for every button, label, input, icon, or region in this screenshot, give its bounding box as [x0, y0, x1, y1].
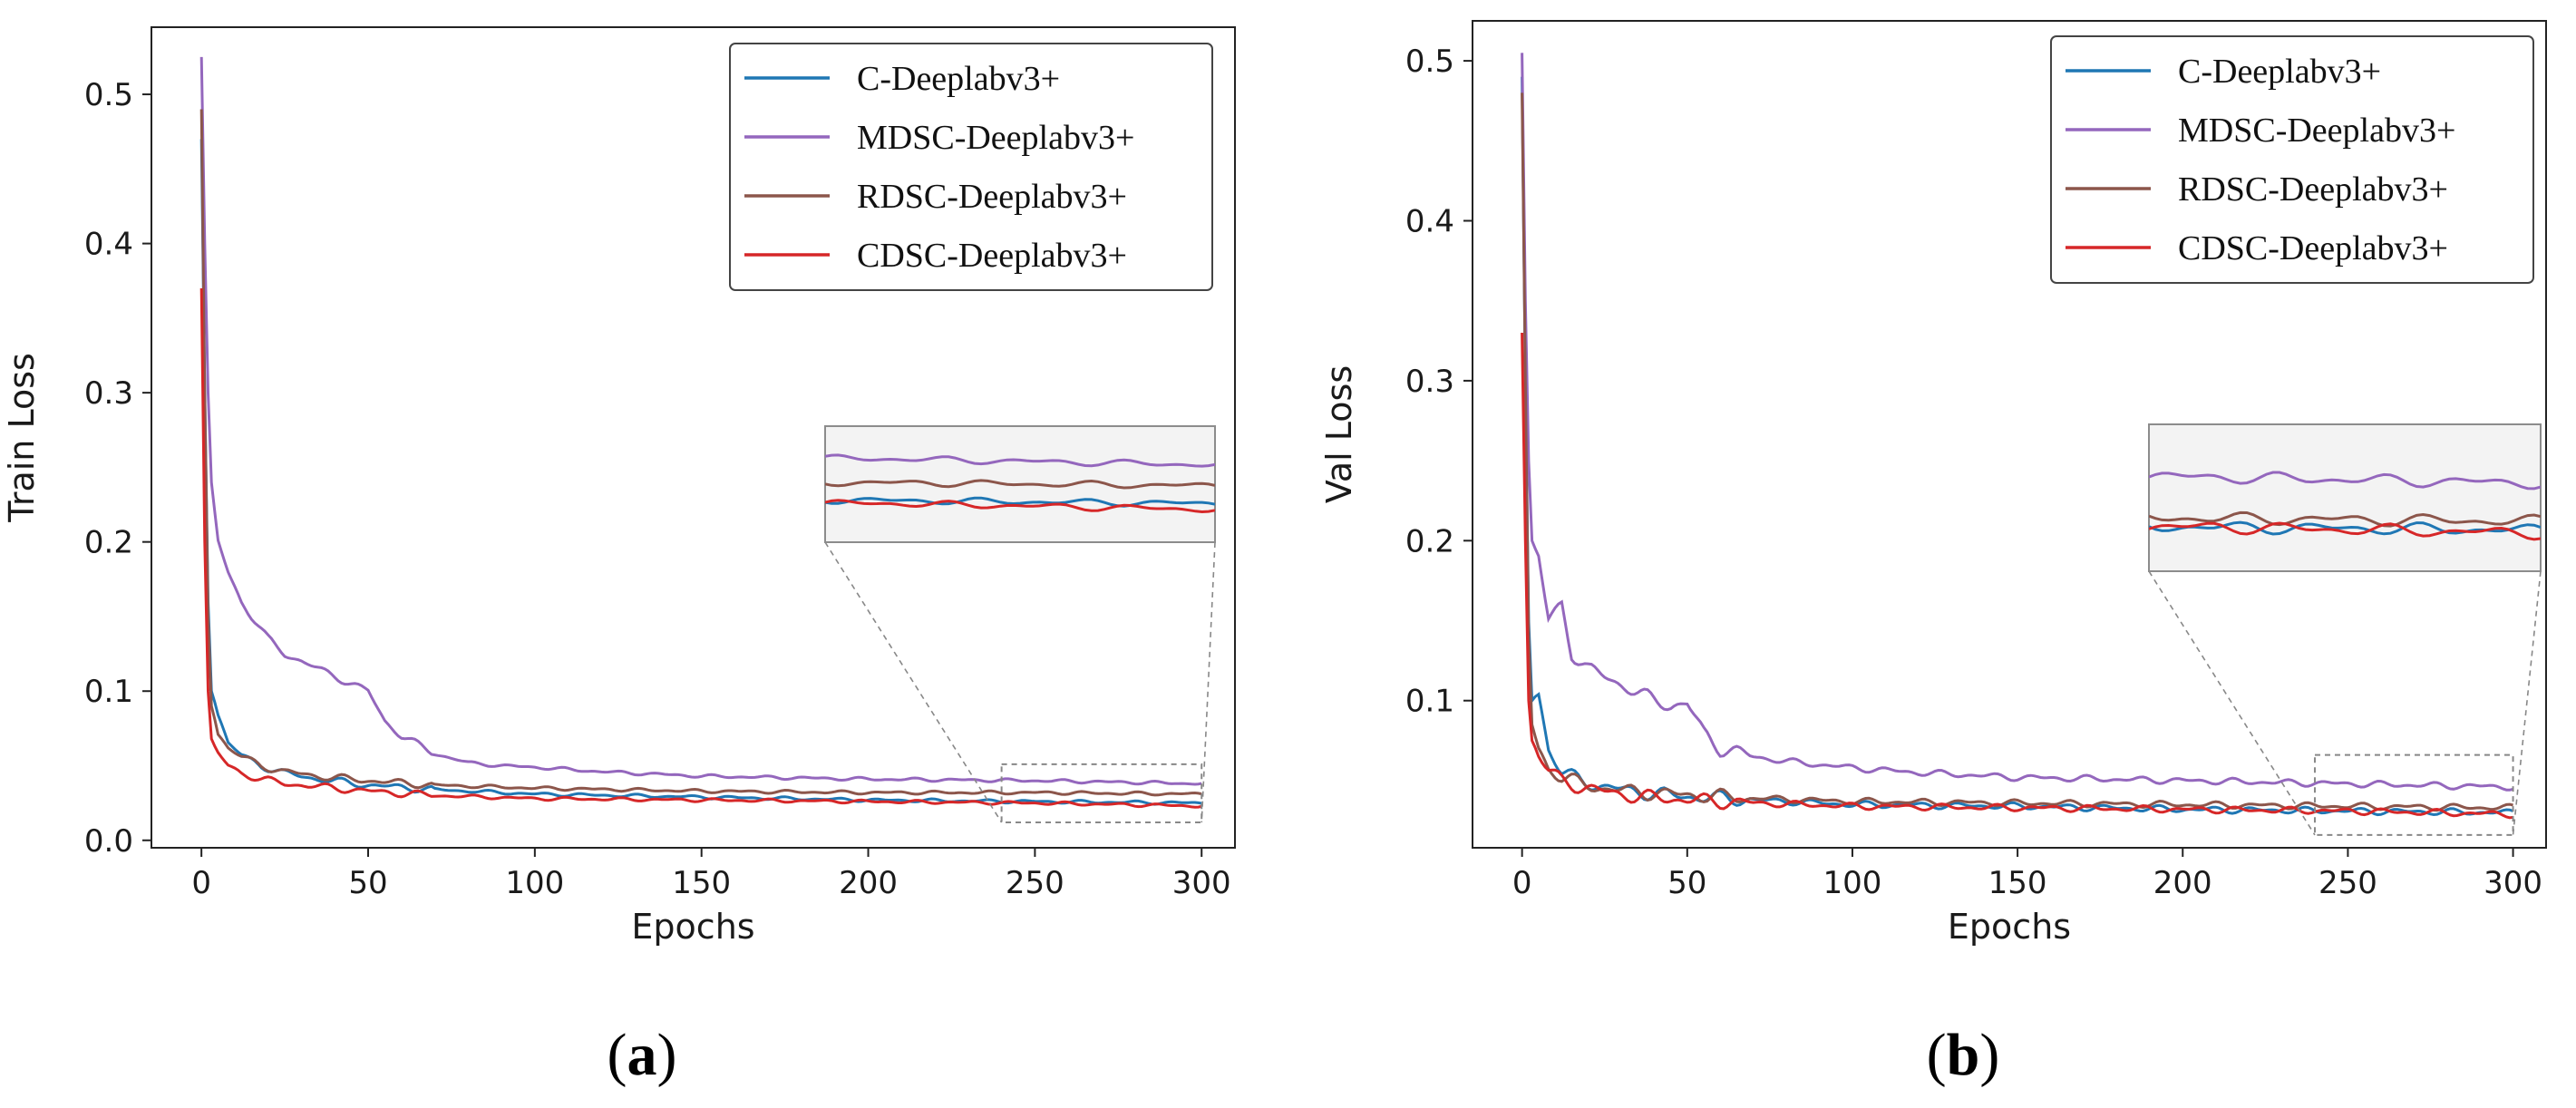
y-axis-label: Train Loss — [2, 353, 42, 523]
y-tick-label: 0.0 — [84, 823, 133, 860]
inset-line-c-deeplabv3- — [2149, 520, 2541, 536]
x-tick-label: 300 — [1172, 865, 1231, 901]
legend-label: CDSC-Deeplabv3+ — [857, 237, 1127, 275]
x-tick-label: 150 — [672, 865, 731, 901]
legend-label: C-Deeplabv3+ — [857, 60, 1060, 98]
plot-frame — [1472, 20, 2547, 849]
zoom-connector — [2512, 570, 2542, 835]
zoom-connector — [2148, 570, 2316, 836]
x-tick-label: 50 — [1667, 865, 1706, 901]
y-tick-label: 0.1 — [1405, 684, 1454, 720]
series-line-mdsc-deeplabv3- — [1521, 53, 2513, 792]
panel-caption: (a) — [608, 1022, 677, 1088]
x-tick-label: 0 — [1512, 865, 1532, 901]
legend-box — [2050, 35, 2534, 284]
x-tick-label: 200 — [839, 865, 898, 901]
zoom-inset — [2148, 423, 2542, 572]
y-tick-label: 0.3 — [84, 375, 133, 412]
x-tick-label: 250 — [2318, 865, 2377, 901]
inset-line-c-deeplabv3- — [825, 496, 1215, 508]
inset-line-cdsc-deeplabv3- — [2149, 521, 2541, 541]
legend-box — [729, 43, 1213, 291]
legend-label: RDSC-Deeplabv3+ — [857, 178, 1127, 216]
zoom-window-box — [2313, 753, 2514, 836]
series-line-rdsc-deeplabv3- — [199, 109, 1202, 797]
legend-label: RDSC-Deeplabv3+ — [2178, 170, 2448, 209]
legend-label: MDSC-Deeplabv3+ — [2178, 112, 2455, 150]
legend-label: MDSC-Deeplabv3+ — [857, 119, 1134, 157]
y-axis-label: Val Loss — [1319, 365, 1359, 503]
y-tick-label: 0.4 — [1405, 204, 1454, 240]
y-tick-label: 0.3 — [1405, 364, 1454, 400]
x-tick-label: 100 — [1823, 865, 1882, 901]
x-tick-label: 100 — [505, 865, 564, 901]
inset-line-rdsc-deeplabv3- — [825, 479, 1215, 490]
chart-panel-a: 0 50 100 150 200 250 300 0.0 0.1 0.2 0.3 0.4 0.5 Epoc… — [2, 26, 1236, 1088]
x-tick-label: 50 — [348, 865, 387, 901]
series-line-cdsc-deeplabv3- — [1521, 332, 2513, 820]
y-tick-label: 0.2 — [84, 525, 133, 561]
legend-label: C-Deeplabv3+ — [2178, 53, 2381, 91]
y-tick-label: 0.2 — [1405, 523, 1454, 559]
plot-frame — [151, 26, 1236, 849]
series-line-c-deeplabv3- — [1521, 76, 2514, 817]
series-line-c-deeplabv3- — [199, 139, 1202, 806]
x-tick-label: 0 — [191, 865, 211, 901]
x-axis-label: Epochs — [631, 907, 754, 947]
legend-label: CDSC-Deeplabv3+ — [2178, 229, 2448, 267]
x-tick-label: 150 — [1988, 865, 2047, 901]
x-tick-label: 250 — [1006, 865, 1064, 901]
inset-line-mdsc-deeplabv3- — [825, 453, 1215, 468]
chart-panel-b: 0 50 100 150 200 250 300 0.1 0.2 0.3 0.4 0.5 Epochs V… — [1319, 20, 2547, 1088]
y-tick-label: 0.5 — [1405, 44, 1454, 80]
inset-line-mdsc-deeplabv3- — [2149, 471, 2541, 491]
zoom-window-box — [1000, 763, 1203, 824]
y-tick-label: 0.5 — [84, 77, 133, 113]
inset-line-cdsc-deeplabv3- — [825, 499, 1215, 514]
x-axis-label: Epochs — [1948, 907, 2071, 947]
zoom-connector — [1201, 541, 1216, 823]
series-line-mdsc-deeplabv3- — [199, 56, 1202, 786]
y-tick-label: 0.1 — [84, 674, 133, 710]
series-line-cdsc-deeplabv3- — [199, 287, 1202, 809]
x-tick-label: 200 — [2153, 865, 2212, 901]
x-tick-label: 300 — [2484, 865, 2542, 901]
panel-caption: (b) — [1927, 1022, 2000, 1088]
y-tick-label: 0.4 — [84, 227, 133, 263]
zoom-connector — [824, 541, 1003, 823]
inset-line-rdsc-deeplabv3- — [2149, 510, 2541, 528]
